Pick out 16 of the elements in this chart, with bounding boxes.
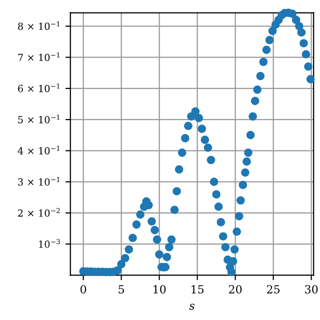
text: 10$^{−3}$ — [39, 239, 60, 248]
text: 5 × 10$^{−1}$ — [18, 114, 60, 124]
text: 6 × 10$^{−1}$ — [18, 83, 60, 92]
x-axis-title: s — [189, 304, 194, 310]
x-tick-label: 10 — [154, 285, 166, 294]
x-tick-label: 20 — [229, 285, 242, 294]
text: 2 × 10$^{−2}$ — [18, 208, 60, 217]
text: 8 × 10$^{−1}$ — [18, 21, 60, 30]
text: 4 × 10$^{−1}$ — [18, 146, 60, 154]
x-tick-label: 0 — [80, 285, 86, 294]
text: 7 × 10$^{−1}$ — [18, 52, 60, 62]
x-tick-label: 5 — [118, 285, 124, 294]
text: 3 × 10$^{−1}$ — [18, 176, 60, 186]
x-tick-label: 25 — [267, 285, 280, 294]
x-tick-label: 15 — [192, 285, 204, 294]
x-tick-label: 30 — [305, 285, 318, 294]
